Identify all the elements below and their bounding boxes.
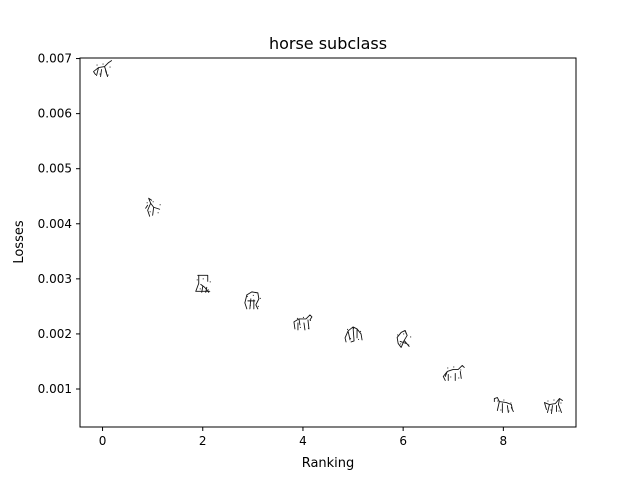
chart-title: horse subclass [269,34,387,53]
y-tick-label: 0.003 [38,272,72,286]
x-tick-label: 2 [199,434,207,448]
horse-sketch-icon [489,391,518,420]
y-tick-label: 0.001 [38,382,72,396]
x-axis: 0 2 4 6 8 [99,427,507,448]
horse-sketch-icon [389,325,418,354]
horse-sketch-icon [138,193,167,222]
y-tick-label: 0.002 [38,327,72,341]
horse-sketch-icon [439,358,468,387]
x-tick-label: 0 [99,434,107,448]
x-tick-label: 8 [500,434,508,448]
y-axis-label: Losses [12,220,27,264]
y-tick-label: 0.004 [38,217,72,231]
y-axis: 0.001 0.002 0.003 0.004 0.005 0.006 0.007 [38,52,80,396]
plot-frame [79,57,577,428]
horse-sketch-icon [88,55,117,84]
horse-sketch-icon [238,286,267,315]
x-tick-label: 6 [399,434,407,448]
horse-sketch-icon [539,391,568,420]
y-tick-label: 0.007 [38,52,72,66]
x-tick-label: 4 [299,434,307,448]
horse-sketch-icon [339,319,368,348]
x-axis-label: Ranking [302,456,355,471]
data-points [88,55,568,420]
y-tick-label: 0.006 [38,107,72,121]
horse-sketch-icon [188,270,217,299]
horse-sketch-icon [288,308,317,337]
y-tick-label: 0.005 [38,162,72,176]
